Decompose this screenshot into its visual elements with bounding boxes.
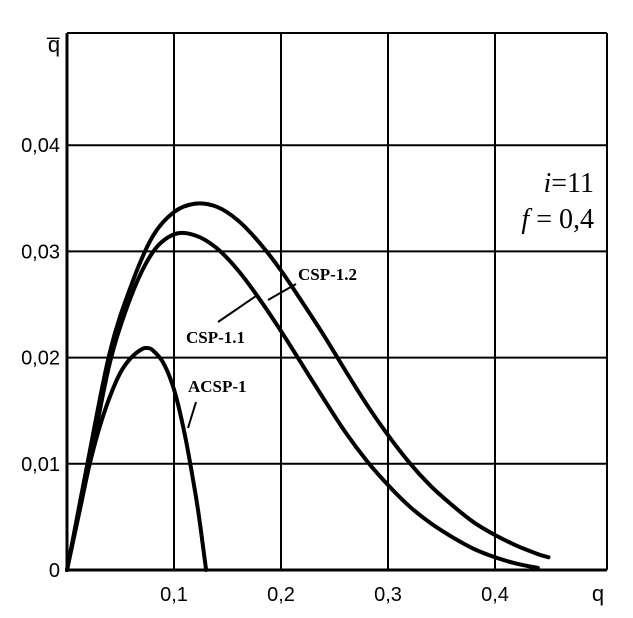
tick-labels: 0,1 0,2 0,3 0,4 0 0,01 0,02 0,03 0,04: [21, 135, 509, 606]
label-csp-1-1: CSP-1.1: [186, 328, 245, 347]
x-tick-label-0: 0,1: [160, 584, 188, 606]
param-f-value: = 0,4: [529, 204, 594, 235]
param-i-value: =11: [551, 168, 594, 199]
label-csp-1-2: CSP-1.2: [298, 265, 357, 284]
y-tick-label-0: 0: [49, 560, 60, 582]
leader-acsp-1: [187, 401, 197, 429]
param-i-var: i: [543, 168, 551, 199]
parameter-box: i=11 f = 0,4: [521, 168, 594, 235]
y-tick-label-3: 0,03: [21, 241, 60, 263]
leader-csp-1-1: [217, 295, 257, 323]
param-i: i=11: [543, 168, 594, 199]
y-axis-title: q̅: [46, 32, 60, 57]
series-line-acsp-1: [65, 345, 209, 572]
y-tick-label-4: 0,04: [21, 135, 60, 157]
x-tick-label-2: 0,3: [374, 584, 402, 606]
param-f-var: f: [521, 204, 532, 235]
series-line-csp-1-1: [65, 230, 540, 572]
x-tick-label-1: 0,2: [267, 584, 295, 606]
x-tick-label-3: 0,4: [481, 584, 509, 606]
x-axis-title: q: [592, 581, 604, 606]
y-tick-label-2: 0,02: [21, 348, 60, 370]
series-group: [65, 201, 551, 572]
plot-frame: [65, 32, 608, 572]
label-acsp-1: ACSP-1: [188, 377, 247, 396]
curve-annotations: CSP-1.2 CSP-1.1 ACSP-1: [186, 265, 357, 429]
grid: [67, 33, 607, 570]
y-tick-label-1: 0,01: [21, 454, 60, 476]
param-f: f = 0,4: [521, 204, 594, 235]
series-line-csp-1-2: [65, 201, 551, 572]
leader-csp-1-2: [267, 283, 297, 301]
